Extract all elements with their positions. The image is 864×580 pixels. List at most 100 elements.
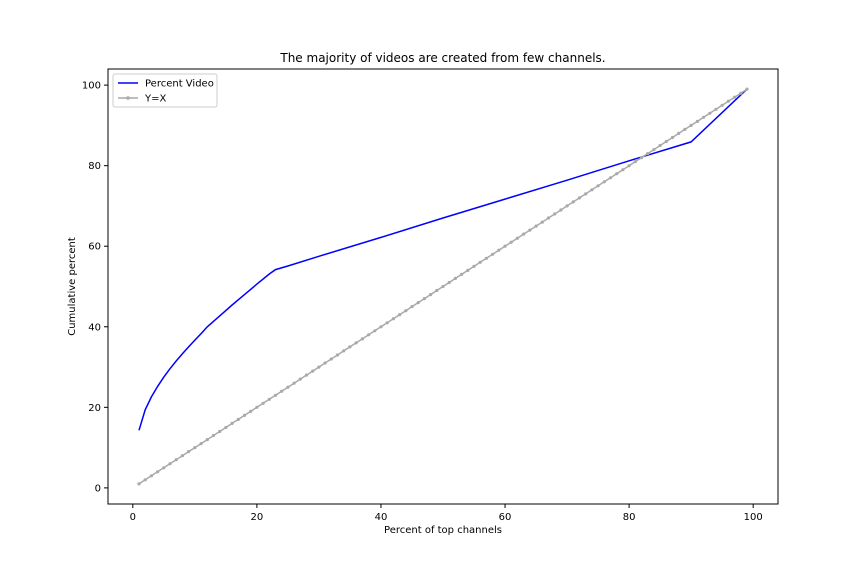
series-point-y-equals-x (627, 164, 631, 168)
y-tick-label: 100 (82, 81, 101, 92)
y-tick-label: 0 (95, 483, 101, 494)
series-point-y-equals-x (695, 119, 700, 123)
series-point-y-equals-x (522, 232, 526, 236)
series-point-y-equals-x (602, 180, 606, 184)
series-point-y-equals-x (249, 409, 253, 413)
series-point-y-equals-x (689, 123, 693, 127)
series-point-y-equals-x (435, 288, 439, 293)
series-point-y-equals-x (546, 216, 551, 220)
series-point-y-equals-x (317, 365, 321, 369)
series-line-percent-video (138, 88, 748, 431)
series-point-y-equals-x (441, 284, 445, 289)
series-point-y-equals-x (292, 381, 296, 385)
series-point-y-equals-x (652, 148, 656, 152)
series-point-y-equals-x (683, 127, 687, 131)
series-point-y-equals-x (335, 353, 340, 357)
y-tick-label: 60 (88, 242, 101, 253)
x-axis: 0 20 40 60 80 100 (130, 504, 763, 523)
x-tick-label: 60 (499, 512, 512, 523)
series-point-y-equals-x (491, 252, 495, 256)
series-point-y-equals-x (739, 91, 743, 95)
series-point-y-equals-x (149, 474, 153, 478)
series-point-y-equals-x (540, 220, 544, 224)
x-axis-label: Percent of top channels (384, 525, 502, 536)
legend: Percent Video Y=X (112, 73, 218, 108)
series-point-y-equals-x (156, 470, 160, 474)
series-point-y-equals-x (162, 466, 166, 470)
series-point-y-equals-x (571, 200, 575, 204)
series-point-y-equals-x (391, 317, 395, 321)
series-point-y-equals-x (385, 321, 389, 325)
series-point-y-equals-x (211, 433, 216, 438)
series-point-y-equals-x (280, 389, 284, 393)
series-point-y-equals-x (528, 228, 532, 232)
series-point-y-equals-x (342, 349, 346, 353)
series-point-y-equals-x (664, 139, 668, 144)
series-point-y-equals-x (565, 204, 569, 208)
series-point-y-equals-x (553, 212, 557, 216)
series-point-y-equals-x (677, 131, 681, 135)
x-tick-label: 100 (744, 512, 763, 523)
series-point-y-equals-x (311, 369, 315, 373)
series-point-y-equals-x (478, 260, 482, 264)
series-point-y-equals-x (534, 224, 538, 228)
series-point-y-equals-x (702, 115, 706, 119)
series-point-y-equals-x (670, 135, 675, 140)
series-point-y-equals-x (236, 417, 240, 421)
series-point-y-equals-x (404, 309, 408, 313)
series-point-y-equals-x (143, 478, 147, 482)
series-point-y-equals-x (577, 196, 582, 200)
series-point-y-equals-x (137, 482, 141, 486)
series-point-y-equals-x (354, 341, 358, 345)
series-layer (137, 87, 749, 486)
x-tick-label: 40 (375, 512, 388, 523)
series-point-y-equals-x (559, 208, 563, 212)
series-point-y-equals-x (497, 248, 501, 252)
series-point-y-equals-x (621, 168, 625, 172)
series-point-y-equals-x (218, 429, 222, 434)
series-point-y-equals-x (422, 297, 426, 301)
plot-frame (107, 68, 779, 505)
series-point-y-equals-x (416, 301, 420, 305)
series-point-y-equals-x (429, 293, 433, 297)
series-point-y-equals-x (205, 438, 209, 442)
chart-title: The majority of videos are created from … (279, 51, 605, 65)
series-point-y-equals-x (298, 377, 302, 381)
series-point-y-equals-x (199, 442, 203, 446)
series-point-y-equals-x (453, 276, 457, 280)
y-axis-label: Cumulative percent (67, 237, 78, 336)
series-point-y-equals-x (255, 405, 259, 409)
x-tick-label: 20 (251, 512, 264, 523)
series-point-y-equals-x (348, 345, 352, 349)
series-point-y-equals-x (168, 462, 172, 466)
series-point-y-equals-x (242, 413, 247, 417)
series-point-y-equals-x (726, 99, 731, 103)
series-point-y-equals-x (180, 454, 184, 458)
legend-box (112, 73, 218, 108)
series-point-y-equals-x (503, 244, 507, 248)
series-point-y-equals-x (460, 272, 464, 276)
series-point-y-equals-x (745, 87, 749, 91)
series-point-y-equals-x (261, 401, 265, 405)
series-point-y-equals-x (720, 103, 724, 107)
series-point-y-equals-x (584, 192, 588, 196)
series-point-y-equals-x (639, 156, 644, 160)
series-point-y-equals-x (398, 313, 402, 317)
series-point-y-equals-x (286, 385, 290, 389)
series-point-y-equals-x (193, 446, 197, 450)
series-point-y-equals-x (615, 172, 619, 176)
x-tick-label: 0 (130, 512, 136, 523)
series-point-y-equals-x (379, 325, 383, 329)
series-point-y-equals-x (466, 268, 470, 272)
legend-label: Y=X (144, 94, 166, 105)
series-point-y-equals-x (329, 357, 333, 361)
legend-marker (126, 96, 130, 100)
series-point-y-equals-x (633, 160, 637, 164)
series-point-y-equals-x (373, 329, 377, 333)
series-point-y-equals-x (515, 236, 520, 240)
series-point-y-equals-x (708, 111, 712, 115)
series-point-y-equals-x (484, 256, 488, 260)
legend-label: Percent Video (145, 79, 214, 90)
y-tick-label: 20 (88, 403, 101, 414)
